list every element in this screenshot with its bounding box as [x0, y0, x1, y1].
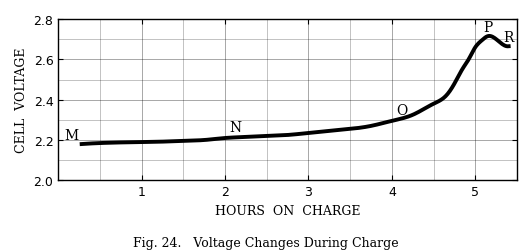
- Text: P: P: [483, 21, 493, 35]
- Text: M: M: [64, 129, 78, 142]
- Text: N: N: [229, 120, 242, 134]
- Y-axis label: CELL  VOLTAGE: CELL VOLTAGE: [15, 48, 28, 153]
- Text: O: O: [396, 103, 408, 117]
- X-axis label: HOURS  ON  CHARGE: HOURS ON CHARGE: [215, 204, 360, 217]
- Text: R: R: [503, 31, 514, 45]
- Text: Fig. 24.   Voltage Changes During Charge: Fig. 24. Voltage Changes During Charge: [133, 237, 399, 249]
